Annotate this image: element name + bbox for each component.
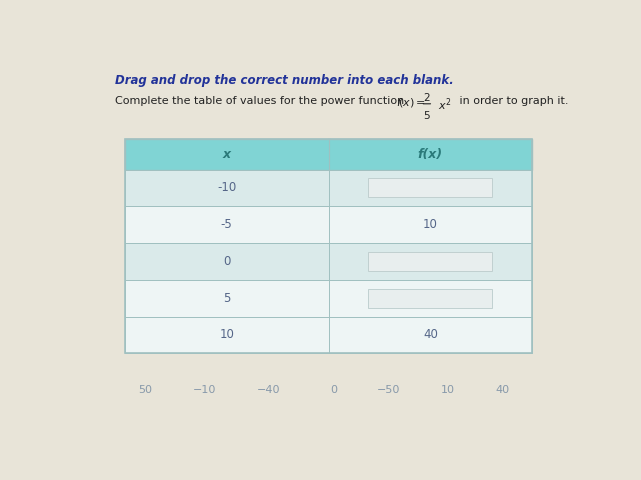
Text: 10: 10	[219, 328, 234, 341]
Text: Drag and drop the correct number into each blank.: Drag and drop the correct number into ea…	[115, 74, 454, 87]
Text: $x^2$: $x^2$	[438, 96, 452, 113]
FancyBboxPatch shape	[125, 139, 532, 169]
FancyBboxPatch shape	[125, 280, 532, 316]
Text: 0: 0	[223, 255, 230, 268]
FancyBboxPatch shape	[125, 316, 532, 353]
Text: $f\!\left(x\right)=$: $f\!\left(x\right)=$	[395, 96, 425, 109]
FancyBboxPatch shape	[125, 169, 532, 206]
Text: -10: -10	[217, 181, 237, 194]
FancyBboxPatch shape	[125, 243, 532, 280]
Text: −40: −40	[257, 385, 281, 395]
Text: 40: 40	[495, 385, 510, 395]
Text: −10: −10	[193, 385, 216, 395]
Text: x: x	[222, 148, 231, 161]
Text: 10: 10	[441, 385, 454, 395]
Text: 50: 50	[138, 385, 152, 395]
Text: 40: 40	[423, 328, 438, 341]
Text: Complete the table of values for the power function: Complete the table of values for the pow…	[115, 96, 408, 107]
Text: 5: 5	[424, 111, 430, 121]
FancyBboxPatch shape	[125, 206, 532, 243]
Text: −50: −50	[376, 385, 400, 395]
Text: 2: 2	[424, 94, 430, 104]
Text: in order to graph it.: in order to graph it.	[456, 96, 568, 107]
Text: f(x): f(x)	[418, 148, 443, 161]
Text: 5: 5	[223, 292, 230, 305]
FancyBboxPatch shape	[368, 252, 492, 271]
Text: 0: 0	[330, 385, 337, 395]
FancyBboxPatch shape	[368, 179, 492, 197]
Text: 10: 10	[423, 218, 438, 231]
FancyBboxPatch shape	[368, 288, 492, 308]
Text: -5: -5	[221, 218, 233, 231]
